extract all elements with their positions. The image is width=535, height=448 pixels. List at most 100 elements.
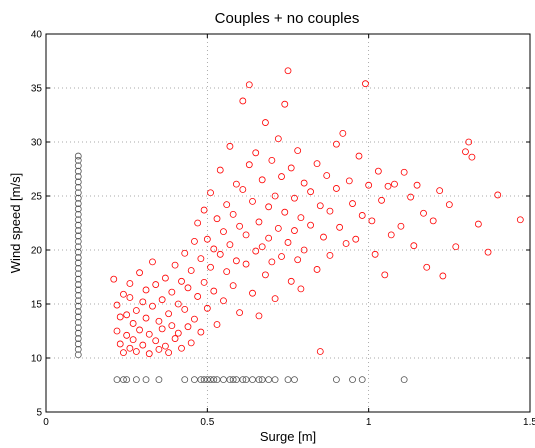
data-point: [271, 192, 279, 200]
data-point: [74, 210, 82, 218]
data-point: [371, 250, 379, 258]
data-point: [74, 264, 82, 272]
data-point: [332, 185, 340, 192]
data-point: [300, 179, 308, 187]
data-point: [152, 337, 160, 345]
data-point: [145, 350, 153, 358]
data-point: [236, 309, 244, 317]
data-point: [123, 376, 131, 384]
data-point: [232, 180, 240, 188]
data-point: [252, 247, 260, 255]
data-point: [74, 227, 82, 234]
data-point: [142, 286, 150, 294]
data-point: [423, 263, 431, 271]
data-point: [349, 200, 356, 207]
data-point: [74, 351, 82, 359]
data-point: [74, 345, 82, 353]
data-point: [181, 305, 189, 313]
data-point: [365, 181, 373, 189]
data-point: [74, 200, 82, 207]
data-point: [132, 376, 140, 384]
data-point: [284, 67, 292, 75]
data-point: [191, 376, 198, 384]
data-point: [336, 223, 344, 231]
data-point: [358, 376, 366, 384]
data-point: [342, 240, 350, 247]
data-point: [384, 182, 392, 190]
data-point: [223, 268, 231, 276]
data-point: [516, 216, 524, 224]
data-point: [74, 335, 82, 342]
data-point: [220, 228, 227, 236]
data-point: [355, 152, 363, 160]
y-tick-label: 35: [31, 84, 43, 95]
data-point: [436, 187, 444, 195]
data-point: [262, 119, 269, 126]
data-point: [297, 214, 305, 222]
data-point: [226, 376, 234, 384]
data-point: [300, 246, 308, 254]
data-point: [239, 186, 247, 193]
x-tick-label: 0: [43, 417, 49, 428]
data-point: [216, 250, 224, 258]
data-point: [120, 349, 127, 357]
data-point: [136, 326, 143, 334]
data-point: [74, 254, 82, 261]
data-point: [132, 348, 140, 355]
data-point: [207, 189, 214, 197]
data-point: [116, 340, 124, 348]
data-point: [142, 314, 150, 322]
data-point: [191, 315, 198, 323]
data-point: [429, 217, 437, 225]
y-tick-label: 20: [31, 246, 43, 257]
data-point: [126, 294, 134, 301]
data-point: [262, 271, 269, 279]
data-point: [155, 376, 163, 384]
data-point: [74, 167, 82, 175]
x-tick-label: 1: [366, 417, 372, 428]
y-tick-label: 30: [31, 138, 43, 149]
data-point: [132, 307, 140, 314]
data-point: [287, 277, 295, 285]
data-point: [213, 215, 221, 223]
data-point: [120, 290, 127, 298]
data-point: [197, 376, 205, 384]
data-point: [155, 345, 163, 353]
data-point: [216, 166, 224, 174]
data-point: [210, 376, 218, 384]
data-point: [291, 227, 298, 234]
data-point: [145, 330, 153, 338]
data-point: [203, 235, 211, 243]
data-point: [74, 318, 82, 326]
data-point: [74, 248, 82, 256]
data-point: [149, 302, 156, 310]
data-point: [168, 322, 176, 330]
data-point: [210, 245, 218, 253]
data-point: [265, 376, 273, 384]
data-point: [462, 148, 469, 156]
data-point: [339, 129, 347, 137]
data-point: [74, 308, 82, 315]
data-point: [178, 277, 185, 285]
data-point: [397, 222, 405, 230]
data-point: [226, 241, 234, 249]
data-point: [484, 248, 492, 256]
data-point: [245, 161, 253, 169]
data-point: [200, 206, 208, 214]
data-point: [129, 336, 137, 344]
data-point: [474, 220, 482, 228]
data-point: [161, 274, 169, 282]
data-point: [194, 219, 202, 227]
data-point: [74, 281, 82, 288]
data-point: [74, 243, 82, 251]
data-point: [158, 296, 166, 304]
data-point: [378, 196, 385, 204]
data-point: [207, 376, 214, 384]
data-point: [287, 164, 295, 172]
data-point: [171, 335, 179, 342]
data-point: [313, 160, 321, 168]
x-tick-label: 0.5: [200, 417, 214, 428]
data-point: [332, 376, 340, 384]
data-point: [126, 280, 134, 287]
data-point: [142, 376, 150, 384]
